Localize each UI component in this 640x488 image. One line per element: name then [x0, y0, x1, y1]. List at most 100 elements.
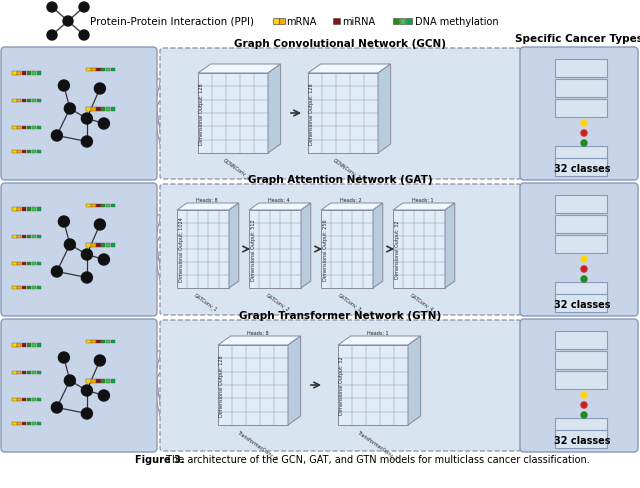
Bar [12, 286, 17, 290]
Circle shape [94, 355, 106, 366]
Bar [555, 196, 607, 214]
Bar [111, 108, 115, 112]
Bar [31, 72, 36, 76]
Bar [12, 150, 17, 154]
Bar [31, 150, 36, 154]
FancyBboxPatch shape [160, 320, 521, 451]
Bar [36, 208, 41, 211]
Bar [399, 19, 405, 24]
Bar [31, 262, 36, 265]
Bar [86, 244, 91, 247]
Bar [91, 204, 95, 207]
Bar [17, 208, 21, 211]
Polygon shape [338, 346, 408, 425]
Bar [36, 72, 41, 76]
Circle shape [581, 392, 587, 398]
Bar [12, 236, 17, 239]
FancyBboxPatch shape [1, 48, 157, 181]
Polygon shape [308, 65, 390, 74]
Bar [12, 262, 17, 265]
Polygon shape [229, 203, 239, 288]
Circle shape [47, 31, 57, 41]
Bar [279, 19, 285, 24]
Bar [27, 344, 31, 347]
Bar [393, 19, 399, 24]
Bar [555, 159, 607, 177]
Bar [17, 422, 21, 426]
Text: GATConv_4: GATConv_4 [409, 291, 435, 312]
Bar [91, 68, 95, 72]
Bar [22, 398, 26, 401]
Text: 32 classes: 32 classes [554, 299, 611, 309]
Bar [27, 126, 31, 130]
Bar [22, 422, 26, 426]
Bar [91, 380, 95, 383]
Text: Figure 3.: Figure 3. [135, 454, 184, 464]
Bar [22, 262, 26, 265]
Bar [12, 344, 17, 347]
FancyBboxPatch shape [160, 184, 521, 315]
Text: TransformerConv_1: TransformerConv_1 [236, 428, 278, 460]
Polygon shape [288, 336, 301, 425]
Bar [22, 208, 26, 211]
Text: Graph Convolutional Network (GCN): Graph Convolutional Network (GCN) [234, 39, 447, 49]
Text: 32 classes: 32 classes [554, 163, 611, 174]
Bar [22, 286, 26, 290]
Polygon shape [177, 210, 229, 288]
Circle shape [63, 17, 73, 27]
Bar [27, 286, 31, 290]
Polygon shape [308, 74, 378, 154]
Bar [36, 126, 41, 130]
Bar [27, 236, 31, 239]
Bar [27, 371, 31, 375]
Circle shape [65, 240, 76, 250]
Bar [555, 236, 607, 253]
Text: 32 classes: 32 classes [554, 435, 611, 445]
Bar [27, 398, 31, 401]
Polygon shape [198, 74, 268, 154]
Circle shape [65, 104, 76, 115]
Bar [31, 100, 36, 103]
Text: TransformerConv_2: TransformerConv_2 [356, 428, 398, 460]
Bar [111, 244, 115, 247]
Text: Heads: 1: Heads: 1 [367, 330, 389, 335]
Bar [12, 422, 17, 426]
Polygon shape [218, 346, 288, 425]
Bar [36, 422, 41, 426]
Bar [17, 398, 21, 401]
FancyBboxPatch shape [520, 48, 638, 181]
Bar [17, 126, 21, 130]
Circle shape [81, 114, 92, 125]
Bar [22, 371, 26, 375]
Bar [31, 208, 36, 211]
Text: Protein-Protein Interaction (PPI): Protein-Protein Interaction (PPI) [90, 17, 254, 27]
Text: Graph Transformer Network (GTN): Graph Transformer Network (GTN) [239, 310, 442, 320]
Polygon shape [408, 336, 420, 425]
Polygon shape [249, 210, 301, 288]
Bar [27, 100, 31, 103]
Text: Specific Cancer Types: Specific Cancer Types [515, 34, 640, 44]
Bar [27, 262, 31, 265]
Text: DNA methylation: DNA methylation [415, 17, 499, 27]
FancyBboxPatch shape [520, 183, 638, 316]
Circle shape [581, 121, 587, 127]
Bar [22, 126, 26, 130]
Bar [17, 371, 21, 375]
Text: Heads: 8: Heads: 8 [196, 198, 218, 203]
Circle shape [81, 272, 92, 284]
Bar [96, 108, 100, 112]
Bar [17, 236, 21, 239]
Bar [106, 380, 110, 383]
Bar [86, 340, 91, 344]
Circle shape [581, 412, 587, 418]
Bar [101, 204, 106, 207]
Text: Dimensional Output: 1024: Dimensional Output: 1024 [179, 217, 184, 282]
Circle shape [99, 254, 109, 265]
Bar [86, 108, 91, 112]
Polygon shape [198, 65, 280, 74]
Bar [91, 340, 95, 344]
Circle shape [581, 257, 587, 263]
Bar [111, 340, 115, 344]
Text: Graph Attention Network (GAT): Graph Attention Network (GAT) [248, 175, 433, 184]
Text: Dimensional Output: 256: Dimensional Output: 256 [323, 219, 328, 280]
